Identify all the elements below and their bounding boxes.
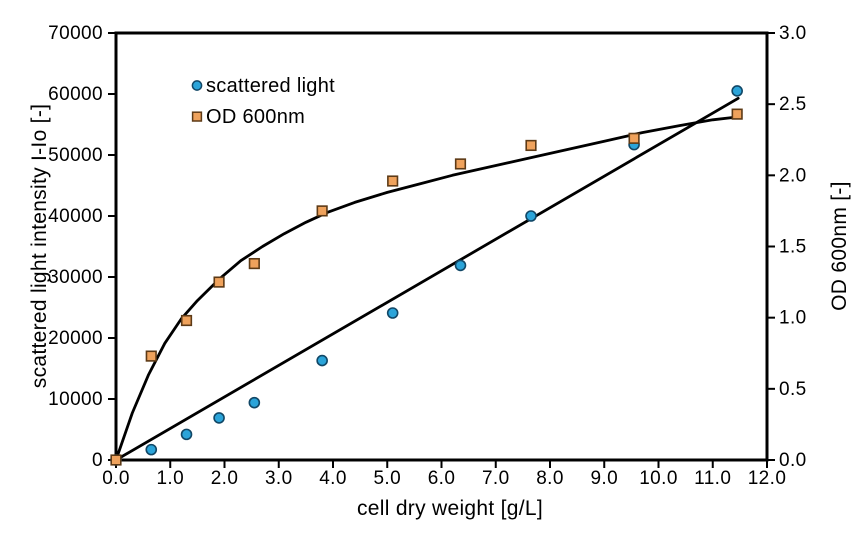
data-point-od-600nm [525,139,537,152]
data-point-od-600nm [454,158,467,170]
x-tick-label: 4.0 [319,468,347,489]
y-right-tick-label: 2.0 [779,165,807,186]
y-axis-title-right: OD 600nm [-] [828,181,851,311]
data-point-od-600nm [387,175,399,187]
x-tick-label: 8.0 [536,468,564,489]
y-axis-title-left: scattered light intensity I-Io [-] [28,104,51,388]
y-left-tick-label: 60000 [48,84,103,105]
data-point-scattered-light [316,354,328,367]
x-tick-label: 5.0 [373,468,401,489]
x-tick-label: 11.0 [694,468,731,489]
x-tick-label: 10.0 [639,468,678,489]
legend-scattered-light-marker-icon [191,80,203,91]
plot-frame [114,31,769,462]
y-left-tick-label: 20000 [48,328,103,349]
x-tick-label: 1.0 [156,468,184,489]
data-point-scattered-light [248,396,261,409]
x-tick-label: 3.0 [265,468,293,489]
data-point-od-600nm [110,454,122,466]
y-right-tick-label: 1.5 [779,237,807,258]
legend-scattered-light-label: scattered light [206,75,335,97]
data-point-scattered-light [213,412,225,424]
data-point-scattered-light [454,259,467,272]
y-left-tick-label: 0 [92,450,103,471]
legend-od-600nm-marker-icon [191,111,203,122]
y-right-tick-label: 2.5 [779,94,807,115]
legend-od-600nm-label: OD 600nm [206,106,305,128]
data-point-scattered-light [180,428,193,441]
data-point-scattered-light [145,443,158,456]
data-point-scattered-light [525,210,537,222]
y-left-tick-label: 70000 [48,23,103,44]
legend: scattered light OD 600nm [191,75,335,128]
x-tick-label: 9.0 [590,468,618,489]
x-axis-title: cell dry weight [g/L] [357,497,543,520]
y-right-tick-label: 0.0 [779,450,807,471]
x-tick-label: 7.0 [482,468,510,489]
y-left-tick-label: 40000 [48,206,103,227]
data-point-od-600nm [248,257,260,270]
y-right-tick-label: 3.0 [779,23,807,44]
data-point-od-600nm [731,108,743,120]
data-point-scattered-light [386,307,399,319]
x-tick-label: 6.0 [428,468,456,489]
y-left-tick-label: 50000 [48,145,103,166]
y-left-tick-label: 30000 [48,267,103,288]
fit-line-od-600nm [114,115,739,462]
x-tick-label: 12.0 [748,468,787,489]
y-left-tick-label: 10000 [48,389,103,410]
x-tick-label: 0.0 [102,468,130,489]
y-right-tick-label: 0.5 [779,379,807,400]
y-right-tick-label: 1.0 [779,308,807,329]
fit-line-scattered-light [114,96,740,462]
data-point-od-600nm [213,276,225,288]
data-point-od-600nm [316,205,328,217]
data-point-od-600nm [145,350,157,362]
data-point-scattered-light [731,85,743,97]
data-point-od-600nm [180,314,193,327]
x-tick-label: 2.0 [211,468,239,489]
data-point-od-600nm [628,132,640,144]
